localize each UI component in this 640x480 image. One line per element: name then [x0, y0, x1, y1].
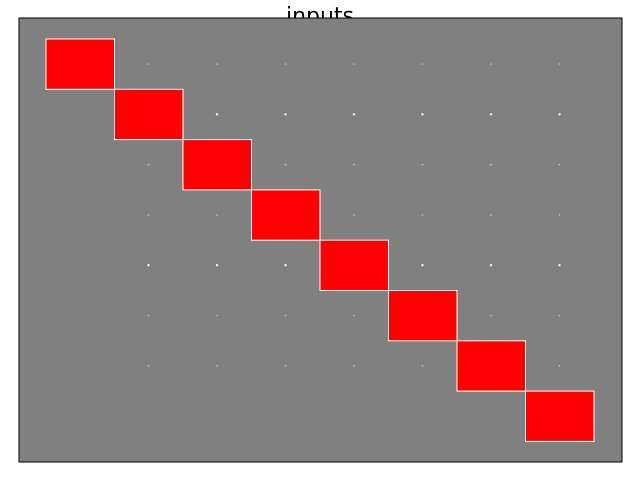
cells	[45, 38, 595, 442]
grid-dot	[421, 63, 424, 65]
grid-dot	[284, 113, 287, 116]
grid-dot	[421, 214, 424, 216]
grid-dot	[558, 264, 561, 267]
grid-dot	[353, 365, 355, 367]
grid-dot	[558, 214, 561, 216]
grid-dot	[490, 214, 492, 216]
grid-dot	[215, 113, 219, 116]
grid-dot	[421, 113, 424, 116]
grid-dot	[216, 314, 218, 317]
grid-dot	[284, 314, 287, 317]
grid-dot	[147, 314, 150, 317]
grid-dot	[490, 314, 492, 317]
grid-dot	[147, 214, 150, 216]
grid-dot	[284, 163, 287, 166]
grid-dot	[558, 63, 561, 65]
grid-dot	[215, 264, 219, 267]
heatmap-cell	[388, 290, 458, 342]
grid-dot	[147, 63, 150, 65]
grid-dot	[284, 63, 287, 65]
grid-dot	[353, 63, 355, 65]
heatmap-cell	[45, 38, 115, 90]
grid-dot	[353, 314, 355, 317]
grid-dot	[284, 264, 287, 267]
grid-dot	[421, 264, 424, 267]
heatmap-cell	[251, 189, 321, 241]
grid-dot	[558, 365, 561, 367]
grid-dot	[558, 113, 561, 116]
grid-dot	[421, 163, 424, 166]
heatmap-cell	[456, 340, 526, 392]
grid-dot	[558, 314, 561, 317]
grid-dot	[284, 365, 287, 367]
plot-frame	[18, 17, 623, 463]
heatmap-cell	[525, 390, 595, 442]
grid-dot	[216, 365, 218, 367]
heatmap-cell	[319, 239, 389, 291]
grid-dot	[147, 163, 150, 166]
grid-dot	[352, 113, 356, 116]
grid-dot	[147, 264, 150, 267]
grid-dot	[490, 63, 492, 65]
grid-dot	[353, 163, 355, 166]
grid-dot	[489, 113, 493, 116]
grid-dot	[147, 365, 150, 367]
grid-dot	[489, 264, 493, 267]
grid-dot	[216, 63, 218, 65]
heatmap-cell	[182, 139, 252, 191]
grid-dot	[490, 163, 492, 166]
heatmap-cell	[114, 88, 184, 141]
grid-dot	[216, 214, 218, 216]
grid-dot	[421, 365, 424, 367]
grid-dot	[558, 163, 561, 166]
grid-dot	[353, 214, 355, 216]
